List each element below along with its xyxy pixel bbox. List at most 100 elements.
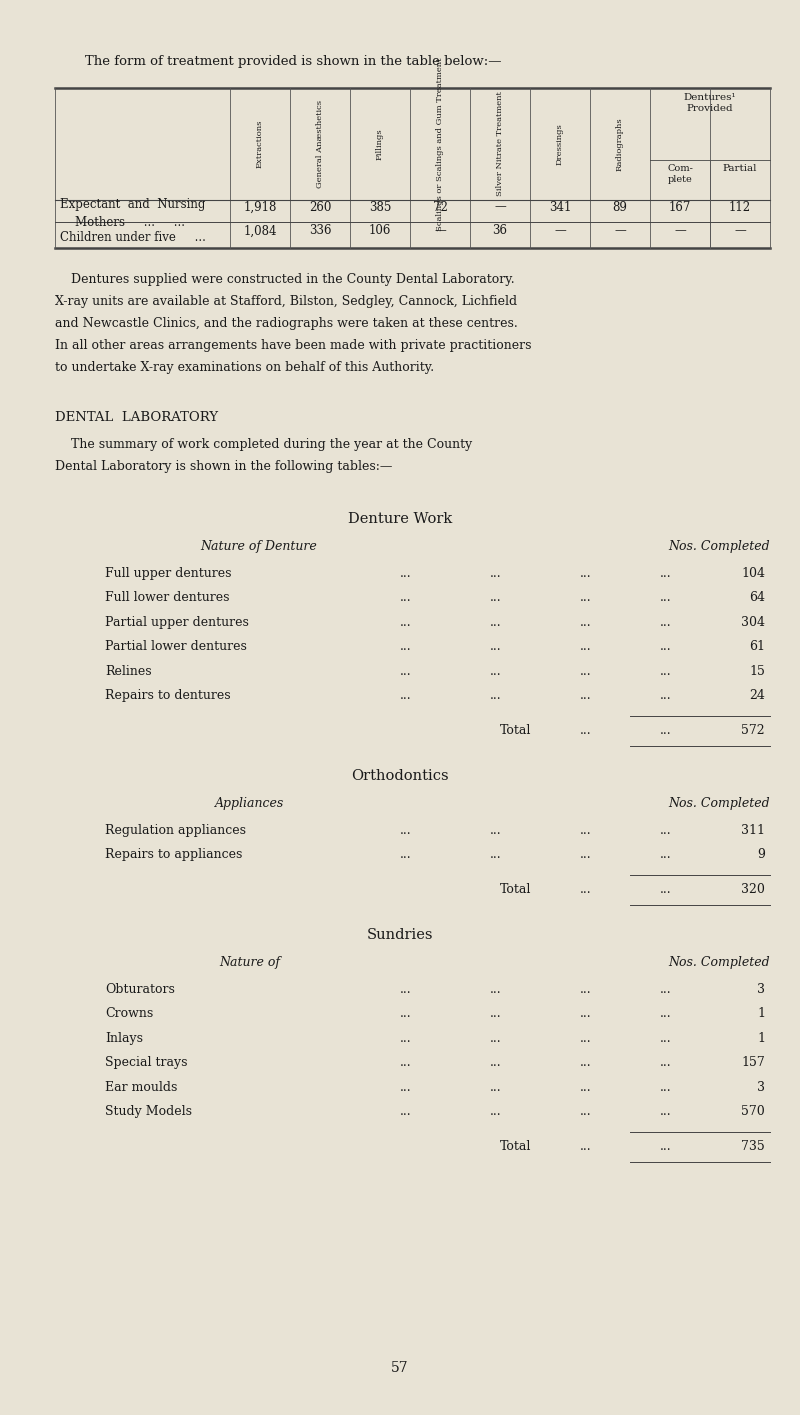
Text: —: — — [494, 201, 506, 214]
Text: Obturators: Obturators — [105, 983, 175, 996]
Text: ...: ... — [400, 1007, 412, 1020]
Text: Fillings: Fillings — [376, 129, 384, 160]
Text: ...: ... — [580, 983, 592, 996]
Text: ...: ... — [580, 1140, 592, 1153]
Text: —: — — [674, 225, 686, 238]
Text: ...: ... — [400, 1081, 412, 1094]
Text: 167: 167 — [669, 201, 691, 214]
Text: ...: ... — [580, 1057, 592, 1070]
Text: 1,084: 1,084 — [243, 225, 277, 238]
Text: —: — — [554, 225, 566, 238]
Text: ...: ... — [580, 1105, 592, 1118]
Text: ...: ... — [490, 641, 502, 654]
Text: ...: ... — [580, 567, 592, 580]
Text: 24: 24 — [749, 689, 765, 702]
Text: ...: ... — [490, 824, 502, 838]
Text: ...: ... — [400, 849, 412, 862]
Text: Inlays: Inlays — [105, 1032, 143, 1046]
Text: X-ray units are available at Stafford, Bilston, Sedgley, Cannock, Lichfield: X-ray units are available at Stafford, B… — [55, 294, 517, 308]
Text: Denture Work: Denture Work — [348, 512, 452, 526]
Text: Nos. Completed: Nos. Completed — [668, 957, 770, 969]
Text: ...: ... — [580, 724, 592, 737]
Text: ...: ... — [400, 616, 412, 630]
Text: ...: ... — [400, 1105, 412, 1118]
Text: ...: ... — [490, 1105, 502, 1118]
Text: Repairs to dentures: Repairs to dentures — [105, 689, 230, 702]
Text: ...: ... — [400, 591, 412, 604]
Text: ...: ... — [660, 724, 672, 737]
Text: ...: ... — [490, 1081, 502, 1094]
Text: Total: Total — [500, 1140, 531, 1153]
Text: Children under five     ...: Children under five ... — [60, 231, 206, 243]
Text: The form of treatment provided is shown in the table below:—: The form of treatment provided is shown … — [85, 55, 502, 68]
Text: ...: ... — [660, 591, 672, 604]
Text: Repairs to appliances: Repairs to appliances — [105, 849, 242, 862]
Text: 112: 112 — [729, 201, 751, 214]
Text: Dentures¹
Provided: Dentures¹ Provided — [684, 93, 736, 113]
Text: ...: ... — [580, 591, 592, 604]
Text: 260: 260 — [309, 201, 331, 214]
Text: ...: ... — [490, 849, 502, 862]
Text: ...: ... — [400, 824, 412, 838]
Text: ...: ... — [580, 665, 592, 678]
Text: Relines: Relines — [105, 665, 152, 678]
Text: ...: ... — [660, 1140, 672, 1153]
Text: The summary of work completed during the year at the County: The summary of work completed during the… — [55, 439, 472, 451]
Text: ...: ... — [660, 1081, 672, 1094]
Text: ...: ... — [660, 1032, 672, 1046]
Text: ...: ... — [490, 567, 502, 580]
Text: ...: ... — [580, 824, 592, 838]
Text: —: — — [614, 225, 626, 238]
Text: Nature of: Nature of — [219, 957, 281, 969]
Text: Regulation appliances: Regulation appliances — [105, 824, 246, 838]
Text: 57: 57 — [391, 1361, 409, 1375]
Text: 72: 72 — [433, 201, 447, 214]
Text: ...: ... — [490, 1032, 502, 1046]
Text: ...: ... — [660, 883, 672, 896]
Text: Dressings: Dressings — [556, 123, 564, 166]
Text: Partial upper dentures: Partial upper dentures — [105, 616, 249, 630]
Text: ...: ... — [660, 567, 672, 580]
Text: —: — — [434, 225, 446, 238]
Text: ...: ... — [580, 641, 592, 654]
Text: ...: ... — [660, 824, 672, 838]
Text: ...: ... — [400, 689, 412, 702]
Text: 341: 341 — [549, 201, 571, 214]
Text: Nature of Denture: Nature of Denture — [200, 541, 317, 553]
Text: DENTAL  LABORATORY: DENTAL LABORATORY — [55, 410, 218, 424]
Text: ...: ... — [580, 849, 592, 862]
Text: Scalings or Scalings and Gum Treatment: Scalings or Scalings and Gum Treatment — [436, 57, 444, 231]
Text: In all other areas arrangements have been made with private practitioners: In all other areas arrangements have bee… — [55, 340, 531, 352]
Text: ...: ... — [660, 849, 672, 862]
Text: 1,918: 1,918 — [243, 201, 277, 214]
Text: 64: 64 — [749, 591, 765, 604]
Text: ...: ... — [490, 1057, 502, 1070]
Text: ...: ... — [400, 665, 412, 678]
Text: 320: 320 — [741, 883, 765, 896]
Text: 570: 570 — [742, 1105, 765, 1118]
Text: ...: ... — [580, 883, 592, 896]
Text: 61: 61 — [749, 641, 765, 654]
Text: 36: 36 — [493, 225, 507, 238]
Text: ...: ... — [580, 1007, 592, 1020]
Text: 311: 311 — [741, 824, 765, 838]
Text: ...: ... — [490, 983, 502, 996]
Text: Total: Total — [500, 883, 531, 896]
Text: Mothers     ...     ...: Mothers ... ... — [60, 216, 185, 229]
Text: ...: ... — [660, 689, 672, 702]
Text: Crowns: Crowns — [105, 1007, 154, 1020]
Text: Ear moulds: Ear moulds — [105, 1081, 178, 1094]
Text: ...: ... — [660, 1057, 672, 1070]
Text: Study Models: Study Models — [105, 1105, 192, 1118]
Text: ...: ... — [580, 1081, 592, 1094]
Text: ...: ... — [580, 689, 592, 702]
Text: ...: ... — [400, 983, 412, 996]
Text: ...: ... — [490, 665, 502, 678]
Text: Dentures supplied were constructed in the County Dental Laboratory.: Dentures supplied were constructed in th… — [55, 273, 514, 286]
Text: 157: 157 — [742, 1057, 765, 1070]
Text: Com-
plete: Com- plete — [667, 164, 693, 184]
Text: ...: ... — [490, 616, 502, 630]
Text: Extractions: Extractions — [256, 120, 264, 168]
Text: ...: ... — [490, 689, 502, 702]
Text: Dental Laboratory is shown in the following tables:—: Dental Laboratory is shown in the follow… — [55, 460, 392, 473]
